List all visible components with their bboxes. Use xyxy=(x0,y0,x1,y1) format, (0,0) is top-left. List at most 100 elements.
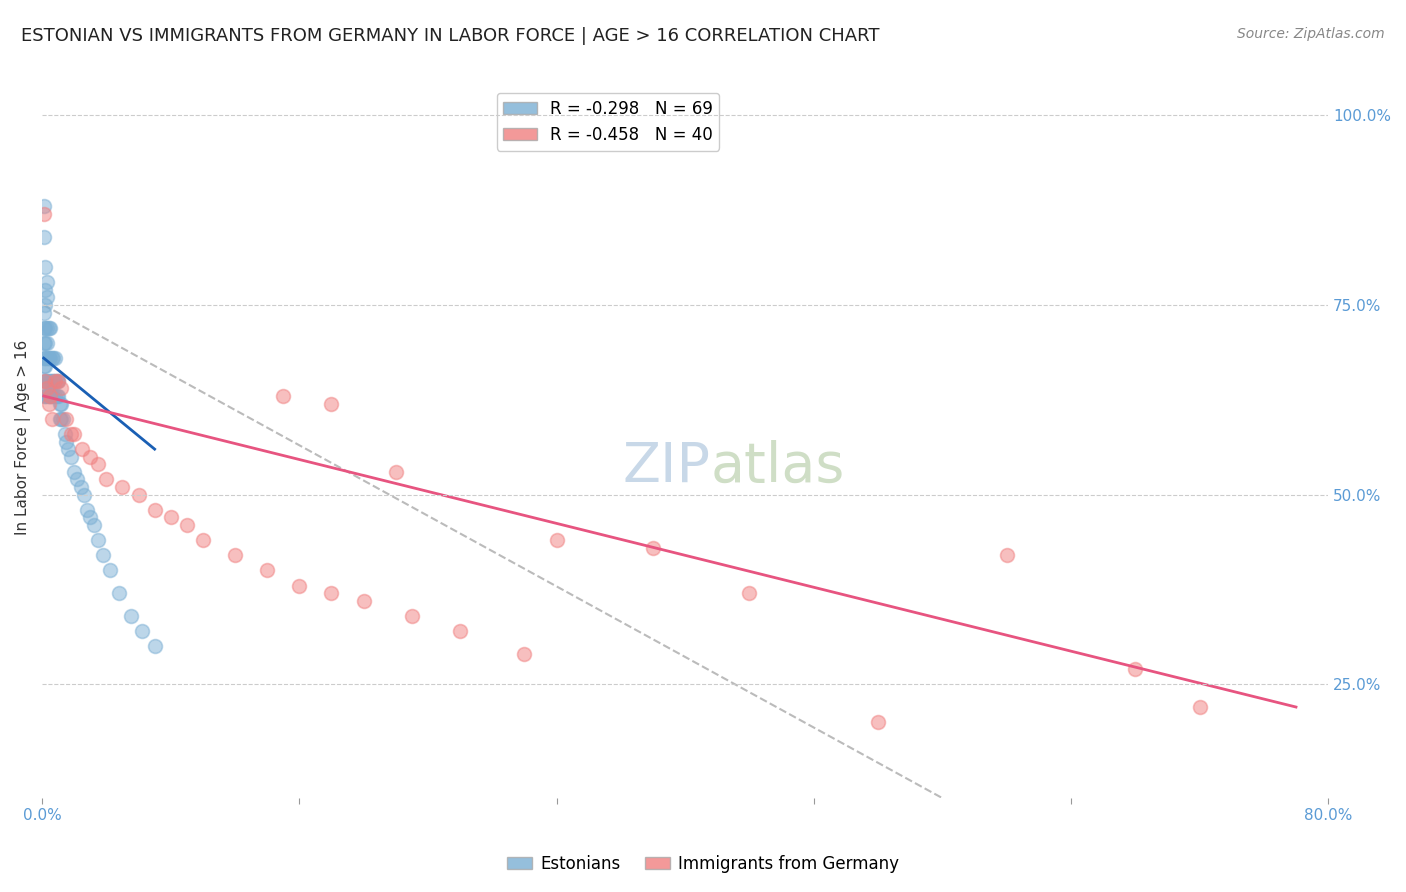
Point xyxy=(49,411,72,425)
Point xyxy=(191,533,214,548)
Point xyxy=(38,351,60,365)
Point xyxy=(79,510,101,524)
Point xyxy=(449,624,471,639)
Point xyxy=(224,549,246,563)
Point xyxy=(66,473,89,487)
Point xyxy=(60,427,83,442)
Point xyxy=(96,473,118,487)
Point xyxy=(46,374,69,388)
Point xyxy=(87,533,110,548)
Point xyxy=(353,594,375,608)
Point xyxy=(45,374,67,388)
Point xyxy=(44,351,66,365)
Point xyxy=(143,503,166,517)
Point xyxy=(46,389,69,403)
Point xyxy=(32,359,55,373)
Legend: R = -0.298   N = 69, R = -0.458   N = 40: R = -0.298 N = 69, R = -0.458 N = 40 xyxy=(496,93,720,151)
Point xyxy=(41,389,63,403)
Point xyxy=(401,609,423,624)
Point xyxy=(69,480,91,494)
Point xyxy=(51,381,73,395)
Point xyxy=(39,351,62,365)
Point xyxy=(35,335,58,350)
Text: ZIP: ZIP xyxy=(623,440,711,493)
Point xyxy=(76,503,98,517)
Point xyxy=(738,586,761,600)
Point xyxy=(513,647,536,661)
Point xyxy=(35,374,58,388)
Point xyxy=(34,260,56,274)
Point xyxy=(52,411,75,425)
Point xyxy=(32,320,55,334)
Text: Source: ZipAtlas.com: Source: ZipAtlas.com xyxy=(1237,27,1385,41)
Point xyxy=(51,396,73,410)
Point xyxy=(34,389,56,403)
Point xyxy=(271,389,294,403)
Point xyxy=(176,518,198,533)
Point xyxy=(35,290,58,304)
Text: atlas: atlas xyxy=(711,440,845,493)
Point xyxy=(321,396,343,410)
Point xyxy=(63,427,86,442)
Point xyxy=(38,396,60,410)
Point xyxy=(32,199,55,213)
Point xyxy=(53,427,76,442)
Point xyxy=(79,450,101,464)
Point xyxy=(35,320,58,334)
Point xyxy=(34,335,56,350)
Point xyxy=(288,579,311,593)
Point xyxy=(44,374,66,388)
Point xyxy=(34,283,56,297)
Point xyxy=(546,533,568,548)
Point xyxy=(159,510,181,524)
Point xyxy=(32,305,55,319)
Point xyxy=(34,298,56,312)
Point xyxy=(49,396,72,410)
Text: ESTONIAN VS IMMIGRANTS FROM GERMANY IN LABOR FORCE | AGE > 16 CORRELATION CHART: ESTONIAN VS IMMIGRANTS FROM GERMANY IN L… xyxy=(21,27,880,45)
Point xyxy=(32,389,55,403)
Point xyxy=(41,411,63,425)
Point xyxy=(35,275,58,289)
Point xyxy=(32,351,55,365)
Point xyxy=(32,335,55,350)
Point xyxy=(34,374,56,388)
Point xyxy=(42,389,65,403)
Point xyxy=(60,450,83,464)
Point xyxy=(35,351,58,365)
Point xyxy=(91,549,114,563)
Point xyxy=(39,320,62,334)
Point xyxy=(55,411,77,425)
Point xyxy=(120,609,142,624)
Point xyxy=(44,389,66,403)
Point xyxy=(63,465,86,479)
Point xyxy=(256,564,278,578)
Point xyxy=(131,624,153,639)
Point xyxy=(39,389,62,403)
Point xyxy=(38,320,60,334)
Point xyxy=(32,207,55,221)
Point xyxy=(38,389,60,403)
Point xyxy=(42,351,65,365)
Point xyxy=(42,374,65,388)
Point xyxy=(995,549,1018,563)
Point xyxy=(34,359,56,373)
Point xyxy=(56,442,79,457)
Point xyxy=(34,374,56,388)
Point xyxy=(1188,700,1211,714)
Point xyxy=(73,488,96,502)
Point xyxy=(128,488,150,502)
Point xyxy=(1123,662,1146,676)
Point xyxy=(44,374,66,388)
Point xyxy=(83,518,105,533)
Legend: Estonians, Immigrants from Germany: Estonians, Immigrants from Germany xyxy=(501,848,905,880)
Point xyxy=(38,374,60,388)
Y-axis label: In Labor Force | Age > 16: In Labor Force | Age > 16 xyxy=(15,340,31,535)
Point xyxy=(51,411,73,425)
Point xyxy=(384,465,406,479)
Point xyxy=(321,586,343,600)
Point xyxy=(111,480,134,494)
Point xyxy=(87,458,110,472)
Point xyxy=(641,541,664,555)
Point xyxy=(108,586,131,600)
Point xyxy=(55,434,77,449)
